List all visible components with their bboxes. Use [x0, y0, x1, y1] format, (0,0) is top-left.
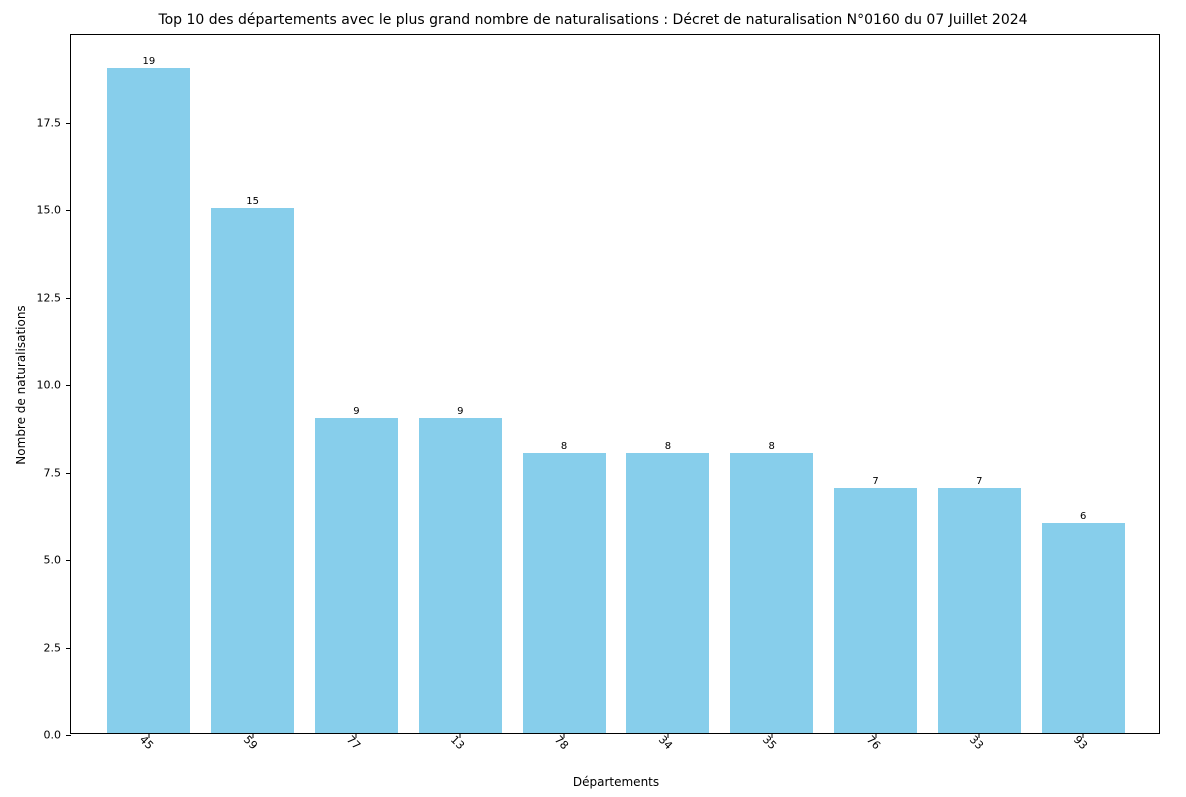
bar	[834, 488, 917, 733]
bar	[938, 488, 1021, 733]
y-tick-mark	[66, 123, 71, 124]
bar	[315, 418, 398, 733]
x-axis-label: Départements	[573, 775, 659, 789]
bar	[211, 208, 294, 733]
bar	[107, 68, 190, 733]
bar-value-label: 9	[457, 406, 463, 417]
x-tick-label: 34	[656, 733, 675, 752]
chart-title: Top 10 des départements avec le plus gra…	[0, 12, 1186, 28]
bar-value-label: 8	[665, 441, 671, 452]
x-tick-label: 35	[760, 733, 779, 752]
y-axis-label: Nombre de naturalisations	[14, 305, 28, 464]
y-tick-label: 10.0	[37, 379, 62, 392]
bar	[419, 418, 502, 733]
bar-value-label: 15	[246, 196, 259, 207]
plot-area: 194515599779138788348357767336930.02.55.…	[71, 35, 1159, 733]
y-tick-mark	[66, 735, 71, 736]
x-tick-label: 78	[552, 733, 571, 752]
y-tick-mark	[66, 473, 71, 474]
x-tick-label: 59	[241, 733, 260, 752]
y-tick-label: 7.5	[44, 466, 62, 479]
y-tick-label: 0.0	[44, 729, 62, 742]
bar-value-label: 8	[561, 441, 567, 452]
y-tick-mark	[66, 210, 71, 211]
x-tick-label: 45	[137, 733, 156, 752]
bar	[730, 453, 813, 733]
bar-value-label: 7	[976, 476, 982, 487]
y-tick-label: 12.5	[37, 291, 62, 304]
y-tick-label: 5.0	[44, 554, 62, 567]
bar-value-label: 8	[769, 441, 775, 452]
bar-value-label: 7	[872, 476, 878, 487]
y-tick-mark	[66, 648, 71, 649]
y-tick-label: 2.5	[44, 641, 62, 654]
y-tick-mark	[66, 298, 71, 299]
y-tick-mark	[66, 385, 71, 386]
x-tick-label: 33	[967, 733, 986, 752]
y-tick-label: 17.5	[37, 116, 62, 129]
x-tick-label: 13	[448, 733, 467, 752]
y-tick-mark	[66, 560, 71, 561]
bar	[626, 453, 709, 733]
x-tick-label: 76	[863, 733, 882, 752]
bar-value-label: 19	[142, 56, 155, 67]
bar	[523, 453, 606, 733]
y-tick-label: 15.0	[37, 204, 62, 217]
bar-value-label: 9	[353, 406, 359, 417]
x-tick-label: 93	[1071, 733, 1090, 752]
chart-axes: 194515599779138788348357767336930.02.55.…	[70, 34, 1160, 734]
bar-value-label: 6	[1080, 511, 1086, 522]
bar	[1042, 523, 1125, 733]
figure: Top 10 des départements avec le plus gra…	[0, 0, 1186, 797]
x-tick-label: 77	[344, 733, 363, 752]
